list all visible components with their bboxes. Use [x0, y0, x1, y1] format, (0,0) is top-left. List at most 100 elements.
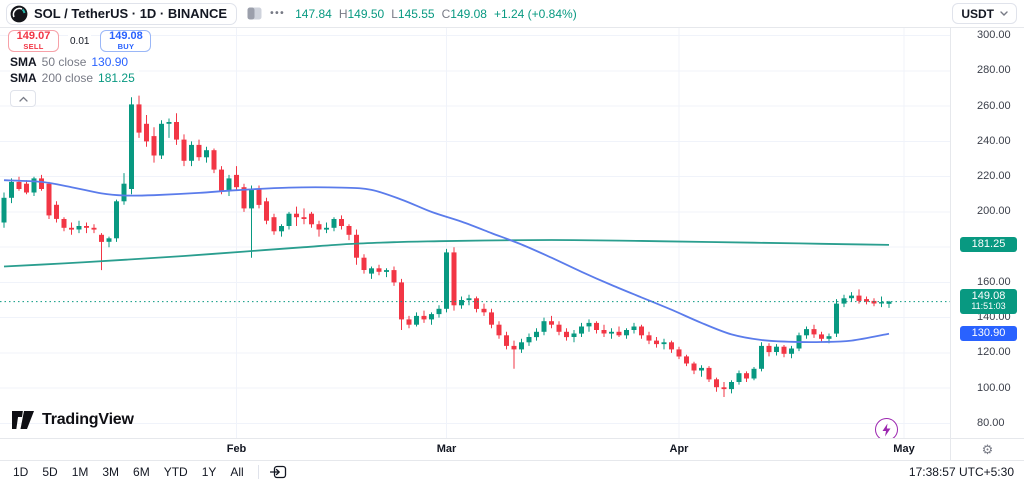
badge-countdown: 11:51:03	[971, 300, 1006, 311]
legend-row-sma200[interactable]: SMA 200 close 181.25	[10, 70, 139, 86]
candle	[669, 340, 674, 353]
candle	[436, 305, 442, 318]
candle	[684, 354, 689, 367]
candle	[204, 146, 209, 163]
sma200-badge: 181.25	[960, 237, 1017, 253]
candle	[616, 326, 622, 337]
range-button-6m[interactable]: 6M	[126, 463, 157, 481]
candle	[639, 324, 644, 339]
candle	[16, 176, 22, 191]
candle	[571, 330, 577, 343]
sma50-params: 50 close	[41, 55, 87, 69]
more-options-button[interactable]: •••	[266, 4, 289, 24]
range-button-all[interactable]: All	[223, 463, 250, 481]
go-to-date-button[interactable]	[266, 465, 291, 480]
candle	[549, 315, 554, 329]
tradingview-logo[interactable]: TradingView	[12, 410, 134, 430]
date-range-buttons: 1D 5D 1M 3M 6M YTD 1Y All	[6, 463, 251, 481]
candle	[309, 211, 314, 228]
buy-button[interactable]: 149.08 BUY	[100, 30, 152, 52]
candle	[399, 278, 404, 330]
candle	[789, 345, 794, 359]
candle	[346, 224, 352, 241]
calendar-icon	[269, 465, 286, 478]
candle	[174, 113, 179, 145]
symbol-search-button[interactable]: SOL / TetherUS · 1D · BINANCE	[6, 2, 238, 25]
clock-timezone[interactable]: 17:38:57 UTC+5:30	[908, 465, 1014, 479]
tradingview-logo-text: TradingView	[42, 411, 134, 428]
candle	[811, 324, 817, 338]
gear-icon[interactable]: ⚙	[981, 442, 994, 457]
badge-price: 130.90	[971, 327, 1006, 340]
range-button-1y[interactable]: 1Y	[195, 463, 224, 481]
collapse-legend-button[interactable]	[10, 90, 36, 107]
candle	[84, 222, 89, 234]
candle	[249, 185, 254, 258]
candle	[849, 292, 854, 302]
candle	[691, 361, 697, 375]
candle	[144, 115, 149, 147]
time-axis[interactable]: Feb Mar Apr May	[0, 438, 950, 460]
candle	[376, 264, 382, 276]
candle	[781, 345, 787, 358]
currency-unit-dropdown[interactable]: USDT	[952, 3, 1017, 24]
sma200-name: SMA	[10, 71, 37, 85]
candle	[526, 333, 532, 346]
candle	[91, 224, 97, 234]
candle	[166, 118, 172, 138]
candle	[294, 206, 299, 226]
candle	[31, 176, 37, 196]
candle	[459, 296, 464, 309]
sma200-params: 200 close	[41, 71, 94, 85]
range-button-1m[interactable]: 1M	[65, 463, 96, 481]
price-axis[interactable]: 300.00 280.00 260.00 240.00 220.00 200.00 160.…	[950, 28, 1024, 438]
candle	[661, 338, 667, 350]
price-tick-label: 240.00	[977, 134, 1011, 147]
high-label: H	[338, 6, 348, 21]
candle	[676, 346, 682, 360]
candle	[264, 197, 269, 225]
candle	[369, 266, 374, 279]
legend-row-sma50[interactable]: SMA 50 close 130.90	[10, 54, 133, 70]
candle	[271, 213, 277, 235]
month-tick-label: Apr	[669, 443, 689, 455]
candle	[744, 371, 749, 382]
candle	[39, 174, 44, 191]
candle	[601, 324, 607, 337]
candle	[159, 120, 164, 159]
range-button-ytd[interactable]: YTD	[157, 463, 195, 481]
candle	[699, 365, 704, 377]
candle	[339, 215, 344, 230]
grid-lines	[0, 28, 950, 438]
candle	[834, 299, 839, 337]
candle	[736, 370, 742, 385]
candle	[384, 268, 389, 278]
chart-pane[interactable]: 149.07 SELL 0.01 149.08 BUY SMA 50 close…	[0, 28, 950, 441]
candle	[76, 220, 82, 234]
range-button-3m[interactable]: 3M	[95, 463, 126, 481]
symbol-logo-icon	[10, 5, 28, 23]
candle	[564, 328, 569, 341]
flag-icon	[247, 7, 262, 20]
axis-settings-corner: ⚙	[950, 438, 1024, 460]
candle	[114, 199, 119, 242]
range-button-1d[interactable]: 1D	[6, 463, 35, 481]
candle	[151, 127, 157, 163]
candle	[331, 217, 337, 232]
instant-order-button[interactable]	[875, 418, 898, 441]
bottom-toolbar: 1D 5D 1M 3M 6M YTD 1Y All 17:38:57 UTC+5:30	[0, 460, 1024, 483]
top-toolbar: SOL / TetherUS · 1D · BINANCE ••• 147.84…	[0, 0, 1024, 28]
price-tick-label: 100.00	[977, 381, 1011, 394]
spread-value: 0.01	[68, 34, 92, 48]
month-tick-label: Mar	[436, 443, 457, 455]
candle	[819, 331, 824, 343]
candle	[391, 266, 397, 286]
symbol-title: SOL / TetherUS · 1D · BINANCE	[34, 6, 228, 21]
range-button-5d[interactable]: 5D	[35, 463, 64, 481]
flag-symbol-button[interactable]	[243, 4, 266, 24]
sell-button[interactable]: 149.07 SELL	[8, 30, 59, 52]
price-tick-label: 220.00	[977, 170, 1011, 183]
toolbar-divider	[257, 465, 259, 479]
candlestick-chart[interactable]	[0, 28, 950, 438]
price-tick-label: 280.00	[977, 64, 1011, 77]
